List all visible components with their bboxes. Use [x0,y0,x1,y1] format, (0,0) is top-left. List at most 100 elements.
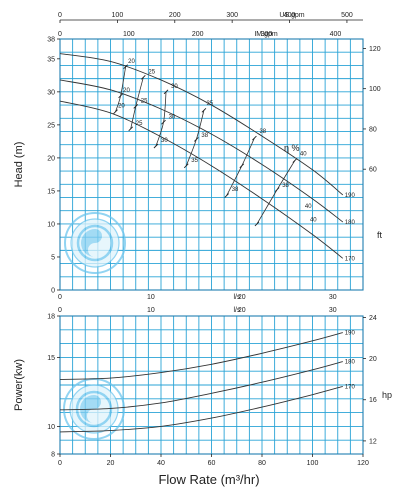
grid [60,39,363,290]
x-tick-label: 100 [307,460,319,467]
efficiency-mark [123,64,128,70]
efficiency-mark [274,187,280,192]
top-tick-us-gpm: 400 [284,12,296,19]
x-tick-label: 60 [208,460,216,467]
efficiency-mark [201,108,207,113]
efficiency-mark [252,135,257,141]
right-tick-label: 24 [369,315,377,322]
top-tick-im-gpm: 100 [123,31,135,38]
series-label-170: 170 [345,256,356,262]
efficiency-mark [128,126,134,132]
efficiency-mark [254,221,260,227]
y-tick-label: 35 [47,56,55,63]
top-axis-label-ls: l/s [234,307,242,314]
efficiency-symbol: η % [284,143,300,153]
top-tick-us-gpm: 500 [341,12,353,19]
top-tick-ls: 30 [329,307,337,314]
series-line-170 [59,385,343,433]
bottom-tick-ls: 30 [329,294,337,301]
bottom-tick-ls: 0 [58,294,62,301]
bottom-tick-ls: 20 [238,294,246,301]
x-axis-label: Flow Rate (m³/hr) [158,472,259,487]
right-tick-label: 20 [369,356,377,363]
right-tick-label: 12 [369,438,377,445]
efficiency-label: 20 [118,104,125,110]
efficiency-mark [292,158,298,163]
right-tick-label: 100 [369,86,381,93]
x-tick-label: 0 [58,460,62,467]
x-tick-label: 80 [258,460,266,467]
efficiency-mark [163,89,169,95]
y-tick-label: 15 [47,188,55,195]
efficiency-mark [153,143,159,149]
y-tick-label: 30 [47,89,55,96]
efficiency-label: 25 [141,98,148,104]
y-tick-label: 0 [51,288,55,295]
series-label-180: 180 [345,360,356,366]
right-tick-label: 80 [369,126,377,133]
efficiency-line-40 [256,160,296,225]
efficiency-label: 40 [300,151,307,157]
efficiency-label: 30 [169,114,176,120]
bottom-tick-ls: 10 [147,294,155,301]
right-axis-label: ft [377,230,383,240]
grid [60,316,363,454]
y-tick-label: 15 [47,355,55,362]
efficiency-mark [161,119,166,125]
y-tick-label: 5 [51,254,55,261]
efficiency-mark [239,163,245,169]
top-tick-im-gpm: 0 [58,31,62,38]
x-tick-label: 20 [107,460,115,467]
series-line-190 [59,53,344,196]
top-tick-im-gpm: 400 [330,31,342,38]
efficiency-mark [183,163,189,169]
top-tick-us-gpm: 300 [226,12,238,19]
efficiency-label: 20 [123,88,130,94]
x-tick-label: 120 [357,460,369,467]
series-line-190 [59,332,343,380]
series-label-170: 170 [345,384,356,390]
top-tick-us-gpm: 0 [58,12,62,19]
efficiency-mark [133,104,139,109]
efficiency-label: 35 [206,101,213,107]
efficiency-label: 35 [191,158,198,164]
efficiency-label: 38 [201,133,208,139]
bottom-axis-label-ls: l/s [234,294,242,301]
top-tick-im-gpm: 300 [261,31,273,38]
series-label-180: 180 [345,220,356,226]
efficiency-label: 25 [136,121,143,127]
series-line-180 [59,361,343,411]
y-axis-label: Head (m) [13,142,25,188]
efficiency-mark [118,93,123,99]
top-tick-ls: 20 [238,307,246,314]
plot-frame [59,38,364,291]
y-tick-label: 25 [47,122,55,129]
efficiency-label: 30 [171,84,178,90]
efficiency-label: 38 [232,187,239,193]
y-tick-label: 10 [47,221,55,228]
top-axis-label-us-gpm: US.gpm [279,12,304,19]
x-tick-label: 40 [157,460,165,467]
top-tick-us-gpm: 100 [112,12,124,19]
efficiency-label: 40 [305,204,312,210]
top-tick-ls: 10 [147,307,155,314]
top-tick-us-gpm: 200 [169,12,181,19]
top-axis-label-im-gpm: IM.gpm [254,31,278,38]
y-axis-label: Power(kw) [13,359,25,411]
efficiency-label: 38 [282,183,289,189]
top-tick-ls: 0 [58,307,62,314]
y-tick-label: 8 [51,452,55,459]
efficiency-label: 30 [161,138,168,144]
efficiency-mark [113,109,118,114]
efficiency-label: 38 [259,129,266,135]
efficiency-label: 40 [310,217,317,223]
series-line-170 [59,100,344,259]
right-tick-label: 120 [369,46,381,53]
power-panel: 8 10 15 18 12 16 20 24 hp Power(kw) 190 180 170 0 10 20… [13,307,392,487]
y-tick-label: 38 [47,37,55,44]
y-tick-label: 18 [47,314,55,321]
series-line-180 [59,79,344,223]
top-tick-im-gpm: 200 [192,31,204,38]
